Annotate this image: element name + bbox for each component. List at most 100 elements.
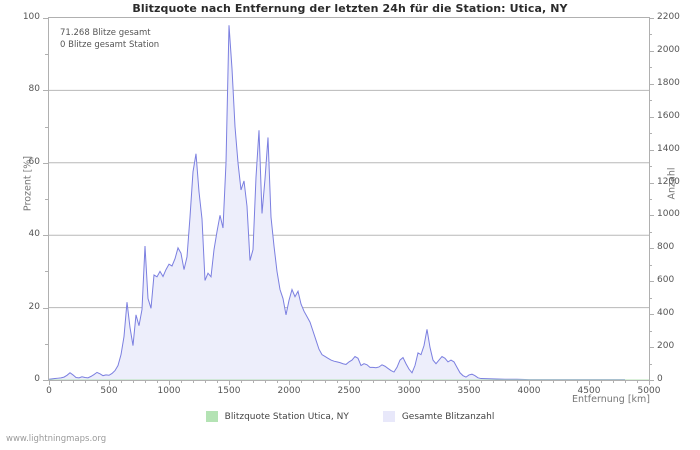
y-tick-right-2200: 2200 [657,12,680,22]
legend-item-total: Gesamte Blitzanzahl [382,411,495,422]
tick-mark [649,380,654,381]
tick-mark [565,380,566,383]
tick-mark [649,331,652,332]
x-tick-4500: 4500 [577,386,601,396]
tick-mark [169,380,170,385]
tick-mark [85,380,86,383]
x-tick-1000: 1000 [157,386,181,396]
tick-mark [505,380,506,383]
annotation-block: 71.268 Blitze gesamt 0 Blitze gesamt Sta… [60,28,159,51]
tick-mark [337,380,338,383]
tick-mark [613,380,614,383]
tick-mark [289,380,290,385]
x-tick-2000: 2000 [277,386,301,396]
tick-mark [397,380,398,383]
tick-mark [45,127,48,128]
tick-mark [649,84,654,85]
tick-mark [553,380,554,383]
y-tick-left-80: 80 [28,84,40,94]
annotation-station-strokes: 0 Blitze gesamt Station [60,39,160,50]
plot-canvas [49,25,649,380]
tick-mark [517,380,518,383]
tick-mark [649,166,652,167]
y-axis-label-left: Prozent [%] [22,155,34,212]
tick-mark [469,380,470,385]
y-tick-right-2000: 2000 [657,45,680,55]
x-tick-5000: 5000 [637,386,661,396]
tick-mark [361,380,362,383]
page-title: Blitzquote nach Entfernung der letzten 2… [132,2,568,15]
legend-label-total: Gesamte Blitzanzahl [401,411,495,422]
tick-mark [577,380,578,383]
chart-legend: Blitzquote Station Utica, NY Gesamte Bli… [0,411,700,422]
tick-mark [457,380,458,383]
tick-mark [253,380,254,383]
tick-mark [43,308,48,309]
tick-mark [217,380,218,383]
tick-mark [433,380,434,383]
tick-mark [45,344,48,345]
y-tick-right-800: 800 [657,242,675,252]
tick-mark [493,380,494,383]
tick-mark [649,314,654,315]
y-tick-left-60: 60 [28,157,40,167]
y-tick-left-20: 20 [28,302,40,312]
tick-mark [649,18,654,19]
tick-mark [649,265,652,266]
tick-mark [45,54,48,55]
tick-mark [637,380,638,383]
y-tick-right-0: 0 [657,374,663,384]
tick-mark [409,380,410,385]
footer-url: www.lightningmaps.org [6,434,107,444]
tick-mark [601,380,602,383]
tick-mark [625,380,626,383]
tick-mark [649,34,652,35]
tick-mark [61,380,62,383]
x-tick-2500: 2500 [337,386,361,396]
tick-mark [649,215,654,216]
tick-mark [109,380,110,385]
tick-mark [649,183,654,184]
x-tick-4000: 4000 [517,386,541,396]
tick-mark [73,380,74,383]
tick-mark [205,380,206,383]
tick-mark [529,380,530,385]
tick-mark [43,163,48,164]
tick-mark [481,380,482,383]
tick-mark [181,380,182,383]
tick-mark [373,380,374,383]
y-tick-right-1800: 1800 [657,78,680,88]
tick-mark [43,380,48,381]
tick-mark [301,380,302,383]
tick-mark [145,380,146,383]
tick-mark [649,100,652,101]
tick-mark [265,380,266,383]
tick-mark [649,364,652,365]
tick-mark [649,117,654,118]
x-tick-1500: 1500 [217,386,241,396]
tick-mark [649,199,652,200]
tick-mark [649,150,654,151]
x-axis-label: Entfernung [km] [572,394,650,405]
tick-mark [121,380,122,383]
tick-mark [325,380,326,383]
legend-label-station: Blitzquote Station Utica, NY [224,411,349,422]
tick-mark [49,380,50,385]
tick-mark [649,232,652,233]
tick-mark [43,18,48,19]
tick-mark [277,380,278,383]
legend-item-station: Blitzquote Station Utica, NY [205,411,349,422]
tick-mark [649,298,652,299]
tick-mark [649,67,652,68]
tick-mark [43,235,48,236]
tick-mark [649,380,650,385]
legend-swatch-total [382,411,395,422]
tick-mark [421,380,422,383]
tick-mark [157,380,158,383]
plot-area [48,17,650,381]
tick-mark [133,380,134,383]
y-tick-left-0: 0 [34,374,40,384]
tick-mark [649,248,654,249]
legend-swatch-station [205,411,218,422]
